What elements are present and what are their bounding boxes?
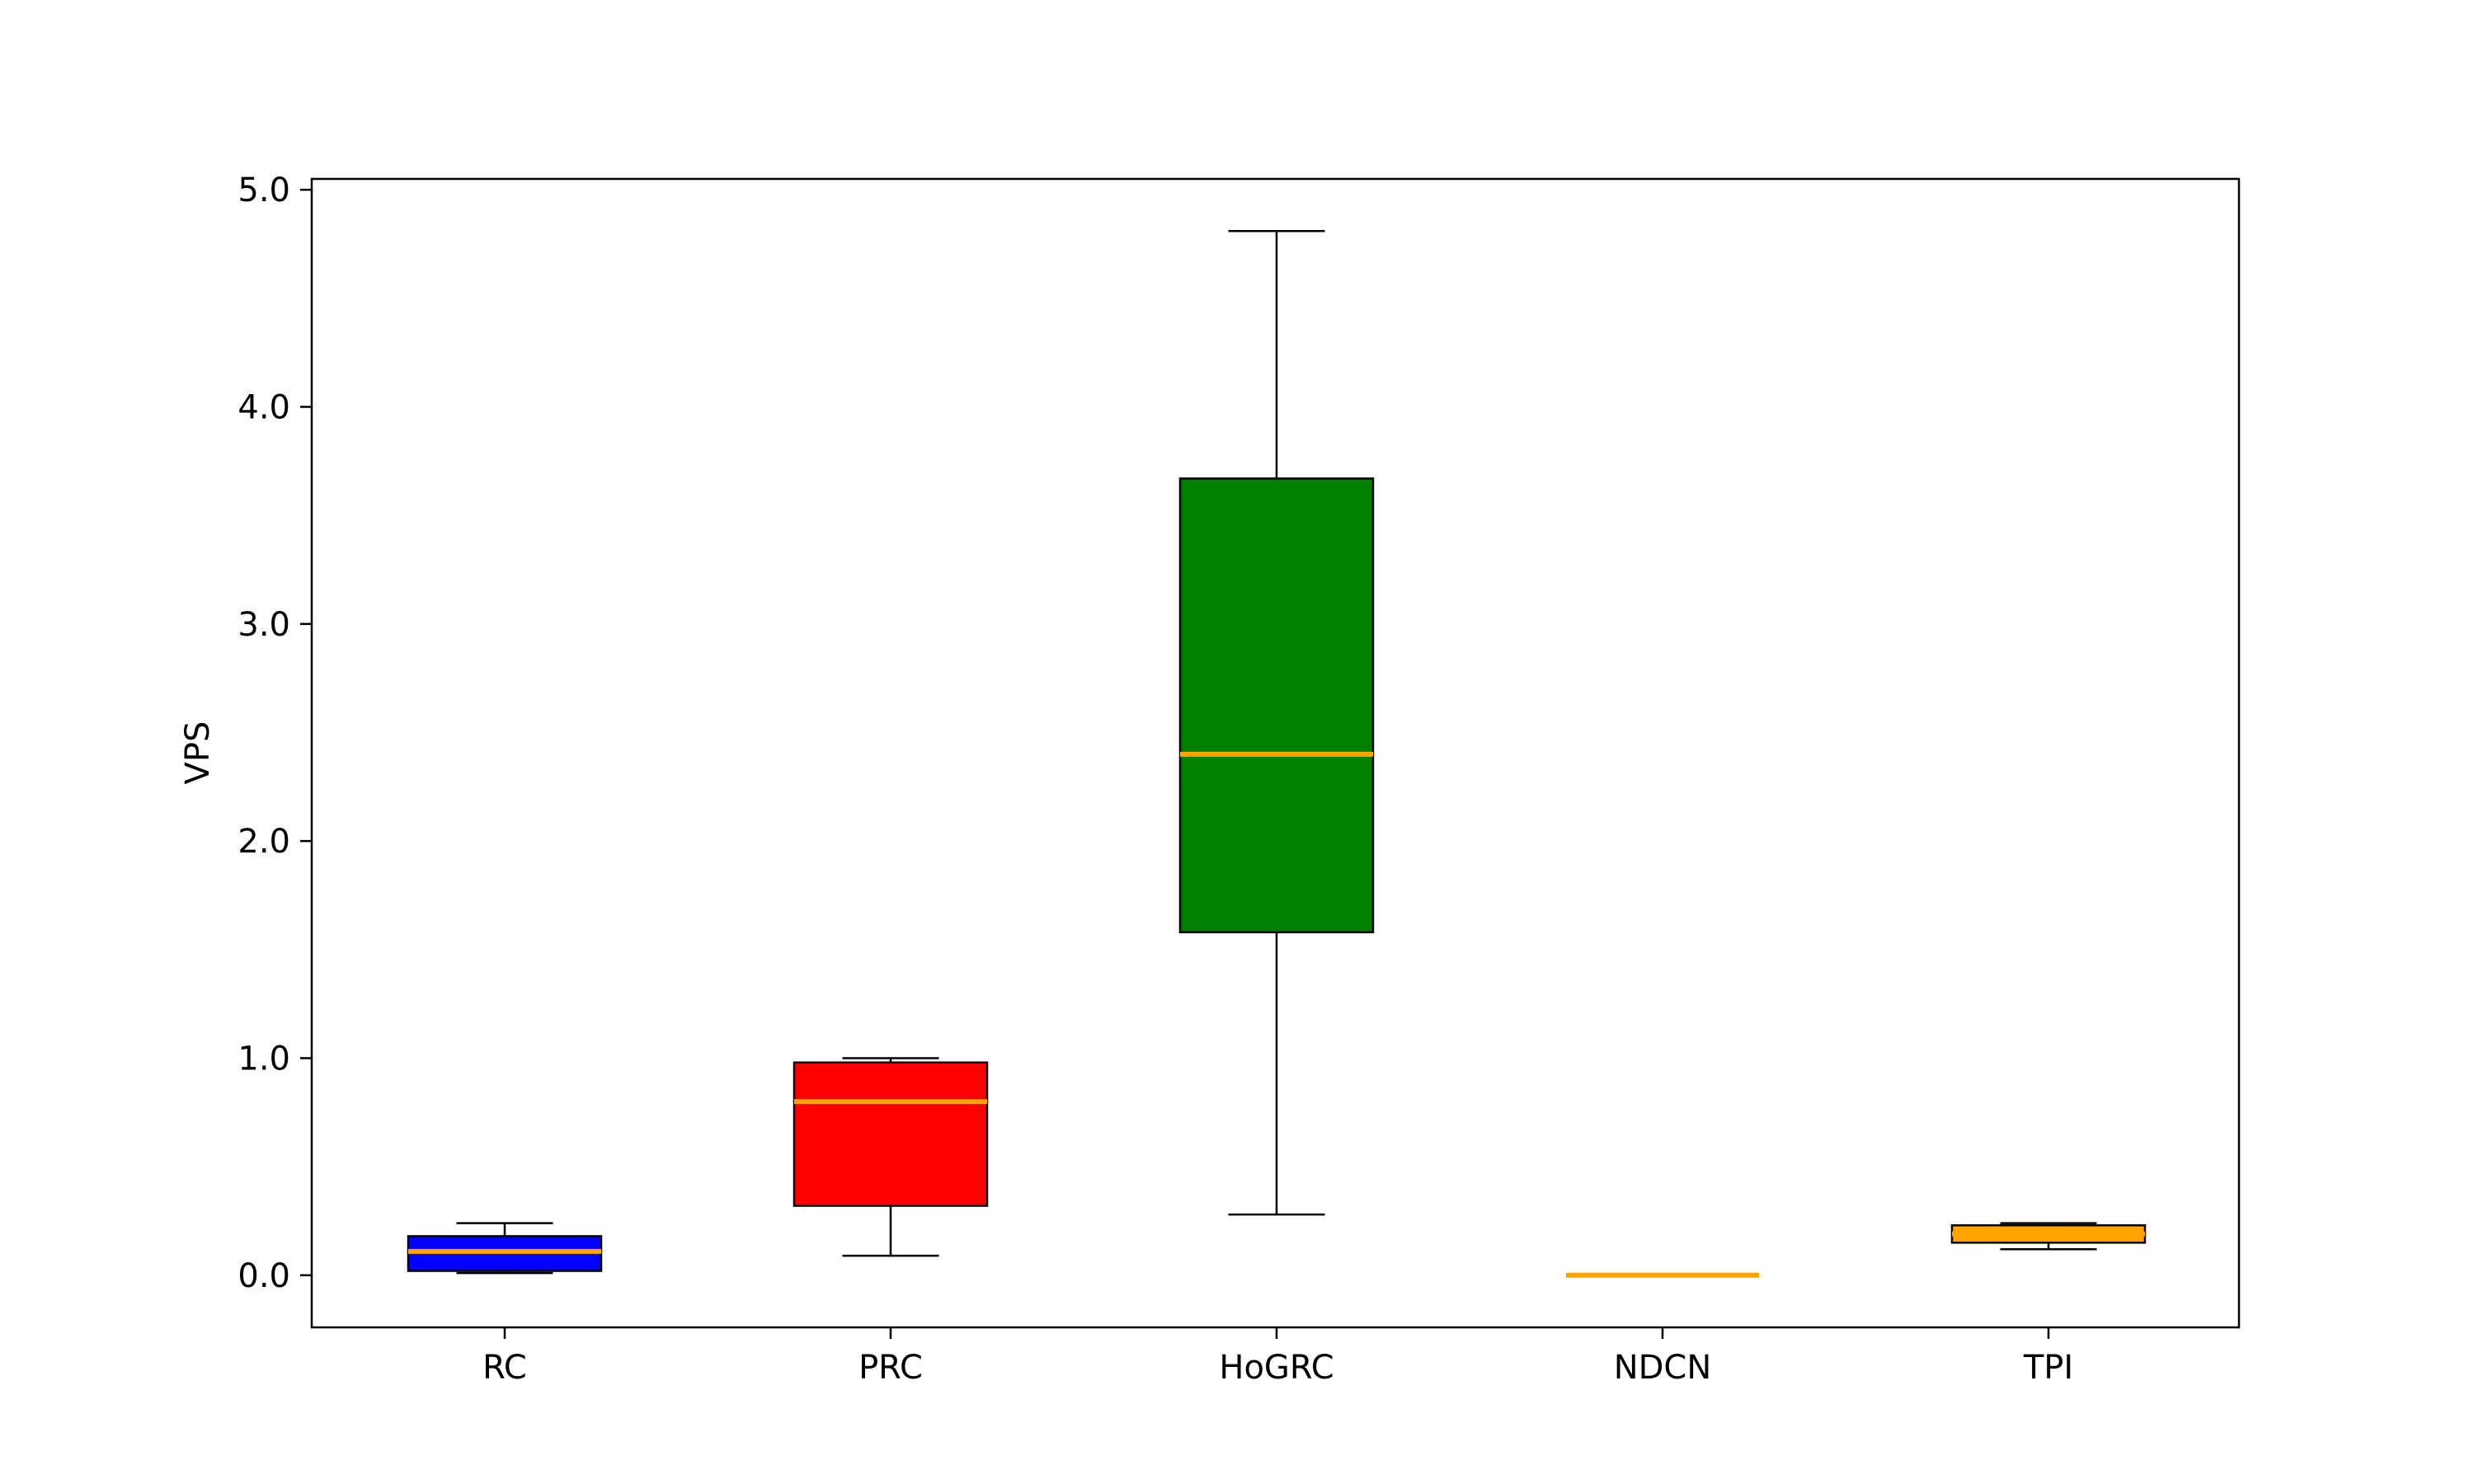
box-tpi (1950, 1222, 2147, 1251)
y-tick-label: 4.0 (238, 388, 290, 426)
iqr-box (1178, 477, 1375, 933)
y-axis: 0.0 1.0 2.0 3.0 4.0 5.0 (238, 171, 312, 1295)
box-hogrc (1178, 229, 1375, 1216)
box-rc (407, 1222, 603, 1275)
y-axis-label: VPS (179, 721, 217, 785)
plot-area-frame (310, 177, 2241, 1329)
x-tick-label: RC (482, 1349, 527, 1387)
x-tick-label: HoGRC (1219, 1349, 1333, 1387)
y-tick-label: 2.0 (238, 823, 290, 861)
box-prc (793, 1057, 989, 1257)
y-tick-label: 3.0 (238, 606, 290, 644)
iqr-box (793, 1061, 989, 1207)
boxes-layer (407, 229, 2147, 1278)
y-tick-label: 0.0 (238, 1257, 290, 1295)
x-axis: RC PRC HoGRC NDCN TPI (482, 1327, 2073, 1387)
y-tick-label: 5.0 (238, 171, 290, 209)
x-tick-label: NDCN (1614, 1349, 1712, 1387)
y-tick-label: 1.0 (238, 1040, 290, 1078)
x-tick-label: PRC (858, 1349, 923, 1387)
x-tick-label: TPI (2023, 1349, 2073, 1387)
